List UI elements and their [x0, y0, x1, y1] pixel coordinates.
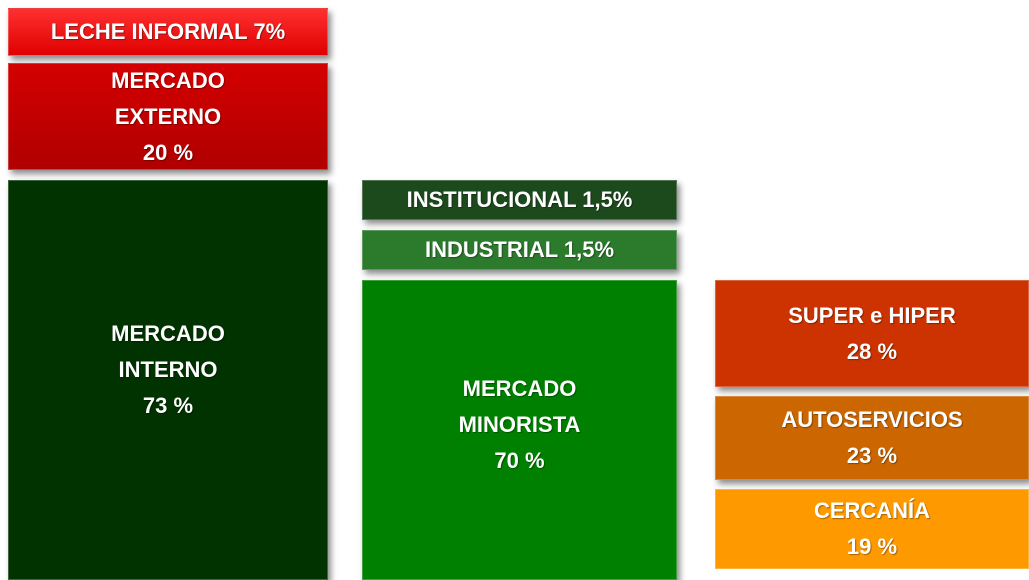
box: MERCADO MINORISTA 70 % [362, 280, 677, 580]
box-label: 20 % [142, 139, 194, 165]
box-label: MERCADO [462, 376, 577, 401]
box: INSTITUCIONAL 1,5% [362, 180, 677, 220]
box-label: 70 % [494, 448, 545, 473]
box-label: MERCADO [111, 321, 225, 346]
box-label: EXTERNO [114, 103, 222, 129]
box-label: LECHE INFORMAL 7% [50, 19, 286, 44]
box: AUTOSERVICIOS 23 % [715, 396, 1029, 480]
box-label: 73 % [142, 393, 194, 418]
box-label: MERCADO [111, 67, 225, 93]
box-label: INDUSTRIAL 1,5% [424, 237, 615, 262]
box: MERCADO INTERNO 73 % [8, 180, 328, 580]
box: INDUSTRIAL 1,5% [362, 230, 677, 270]
box: MERCADO EXTERNO 20 % [8, 63, 328, 170]
box-label: 19 % [846, 534, 898, 559]
box: SUPER e HIPER 28 % [715, 280, 1029, 387]
box-label: CERCANÍA [813, 498, 931, 523]
box: CERCANÍA 19 % [715, 489, 1029, 569]
box-label: AUTOSERVICIOS [781, 407, 963, 432]
box-label: INTERNO [118, 357, 218, 382]
box-label: 23 % [846, 443, 898, 468]
box-label: INSTITUCIONAL 1,5% [406, 187, 633, 212]
box-label: 28 % [846, 338, 898, 364]
box-label: MINORISTA [458, 412, 581, 437]
box: LECHE INFORMAL 7% [8, 8, 328, 56]
box-label: SUPER e HIPER [788, 302, 956, 328]
